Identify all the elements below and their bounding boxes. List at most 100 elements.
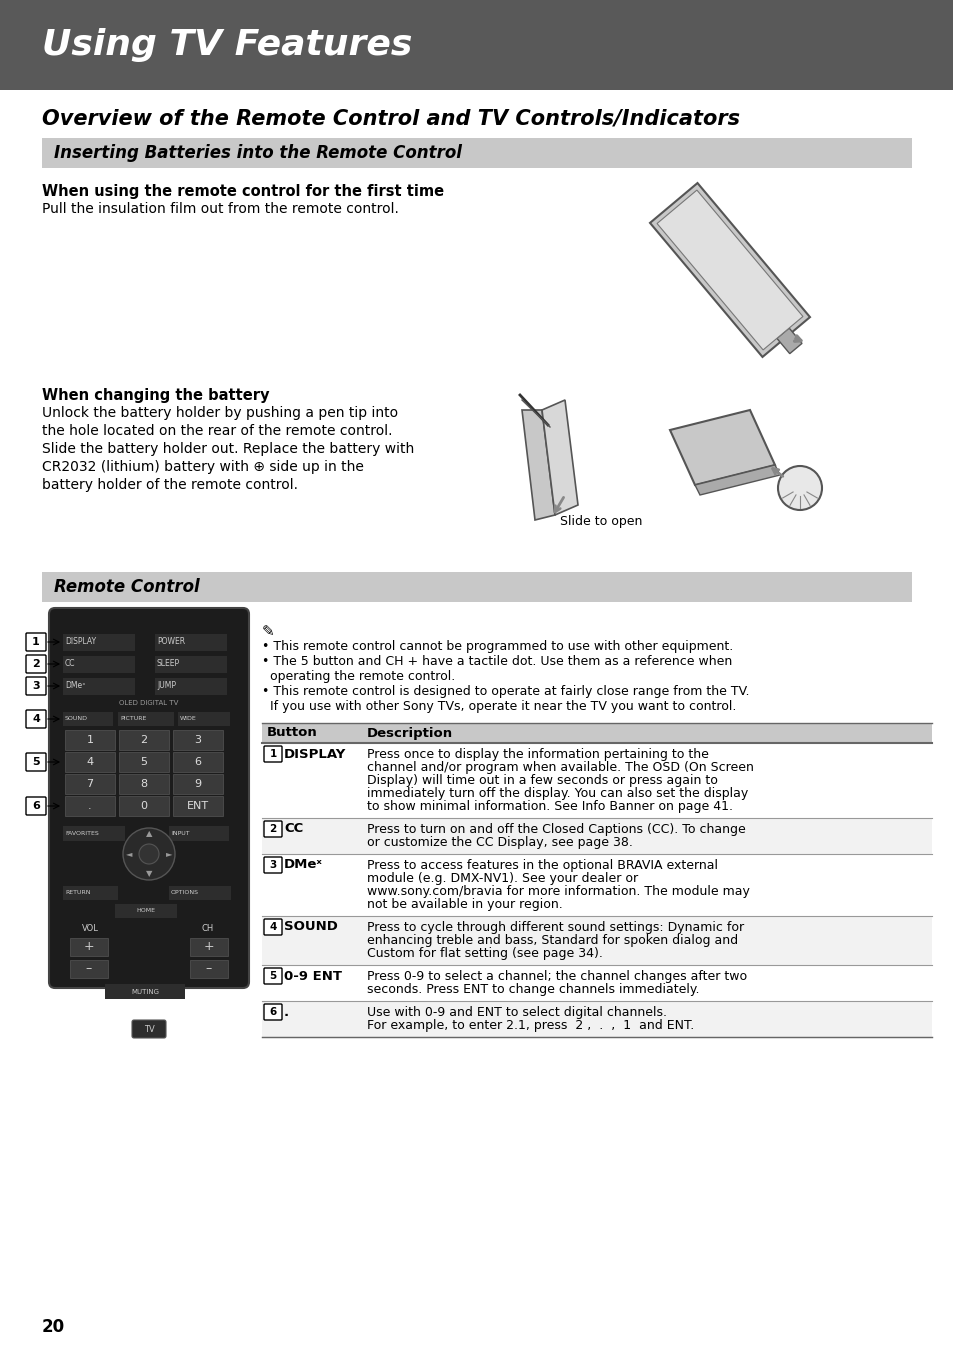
FancyBboxPatch shape <box>26 711 46 728</box>
Text: Remote Control: Remote Control <box>54 578 199 597</box>
FancyBboxPatch shape <box>264 919 282 936</box>
Text: DMeˣ: DMeˣ <box>65 682 86 690</box>
Circle shape <box>139 843 159 864</box>
Text: • The 5 button and CH + have a tactile dot. Use them as a reference when: • The 5 button and CH + have a tactile d… <box>262 655 732 669</box>
Text: channel and/or program when available. The OSD (On Screen: channel and/or program when available. T… <box>367 761 753 774</box>
Text: immediately turn off the display. You can also set the display: immediately turn off the display. You ca… <box>367 786 747 800</box>
Bar <box>190 938 228 956</box>
Text: Press once to display the information pertaining to the: Press once to display the information pe… <box>367 749 708 761</box>
Bar <box>63 826 125 841</box>
Text: ◄: ◄ <box>126 849 132 858</box>
Text: CR2032 (lithium) battery with ⊕ side up in the: CR2032 (lithium) battery with ⊕ side up … <box>42 460 363 475</box>
Text: 1: 1 <box>32 637 40 647</box>
Text: Slide to open: Slide to open <box>559 515 641 527</box>
Bar <box>262 723 931 743</box>
Text: 2: 2 <box>32 659 40 669</box>
Bar <box>118 712 173 725</box>
Text: 3: 3 <box>32 681 40 692</box>
Bar <box>262 854 931 917</box>
FancyBboxPatch shape <box>26 753 46 772</box>
Bar <box>63 656 135 673</box>
Text: 5: 5 <box>32 757 40 767</box>
Text: VOL: VOL <box>81 923 98 933</box>
Text: 5: 5 <box>140 757 148 767</box>
Bar <box>119 753 169 772</box>
Bar <box>70 938 108 956</box>
Text: If you use with other Sony TVs, operate it near the TV you want to control.: If you use with other Sony TVs, operate … <box>262 700 736 713</box>
FancyBboxPatch shape <box>49 607 249 989</box>
Text: battery holder of the remote control.: battery holder of the remote control. <box>42 479 297 492</box>
Polygon shape <box>669 410 774 485</box>
Text: 0: 0 <box>140 801 148 811</box>
Text: 2: 2 <box>140 735 148 744</box>
Text: 7: 7 <box>87 778 93 789</box>
Text: Use with 0-9 and ENT to select digital channels.: Use with 0-9 and ENT to select digital c… <box>367 1006 666 1018</box>
Text: Slide the battery holder out. Replace the battery with: Slide the battery holder out. Replace th… <box>42 442 414 456</box>
Text: 6: 6 <box>194 757 201 767</box>
Text: 8: 8 <box>140 778 148 789</box>
Text: • This remote control is designed to operate at fairly close range from the TV.: • This remote control is designed to ope… <box>262 685 749 698</box>
Bar <box>154 678 227 696</box>
FancyBboxPatch shape <box>26 677 46 696</box>
Bar <box>262 1001 931 1037</box>
FancyBboxPatch shape <box>26 655 46 673</box>
Circle shape <box>778 466 821 510</box>
Text: Display) will time out in a few seconds or press again to: Display) will time out in a few seconds … <box>367 774 717 786</box>
Text: DISPLAY: DISPLAY <box>65 637 96 647</box>
Text: INPUT: INPUT <box>171 831 190 837</box>
Bar <box>262 917 931 965</box>
Text: CC: CC <box>65 659 75 669</box>
Text: Using TV Features: Using TV Features <box>42 28 412 62</box>
Bar <box>172 796 223 816</box>
Bar <box>154 656 227 673</box>
Text: DISPLAY: DISPLAY <box>284 747 346 761</box>
Text: the hole located on the rear of the remote control.: the hole located on the rear of the remo… <box>42 424 392 438</box>
Bar <box>65 753 115 772</box>
Text: ►: ► <box>166 849 172 858</box>
Text: SLEEP: SLEEP <box>157 659 180 669</box>
Text: DMeˣ: DMeˣ <box>284 858 322 872</box>
Bar <box>65 730 115 750</box>
FancyBboxPatch shape <box>264 820 282 837</box>
Text: .: . <box>284 1006 289 1018</box>
Bar <box>0 0 953 89</box>
Text: +: + <box>204 941 214 953</box>
Text: CC: CC <box>284 823 303 835</box>
Text: operating the remote control.: operating the remote control. <box>262 670 455 683</box>
Bar <box>190 960 228 978</box>
Bar <box>63 712 112 725</box>
Text: –: – <box>86 963 92 975</box>
Text: Press to turn on and off the Closed Captions (CC). To change: Press to turn on and off the Closed Capt… <box>367 823 745 837</box>
Text: 6: 6 <box>269 1008 276 1017</box>
Text: not be available in your region.: not be available in your region. <box>367 898 562 911</box>
Text: PICTURE: PICTURE <box>120 716 146 721</box>
Text: 1: 1 <box>269 749 276 759</box>
FancyBboxPatch shape <box>26 633 46 651</box>
Text: Pull the insulation film out from the remote control.: Pull the insulation film out from the re… <box>42 202 398 216</box>
Text: SOUND: SOUND <box>284 921 337 933</box>
Text: RETURN: RETURN <box>65 891 91 895</box>
Text: 3: 3 <box>269 860 276 871</box>
Text: MUTING: MUTING <box>131 989 159 994</box>
FancyBboxPatch shape <box>264 1003 282 1020</box>
Text: POWER: POWER <box>157 637 185 647</box>
Text: OLED DIGITAL TV: OLED DIGITAL TV <box>119 700 178 706</box>
Text: Unlock the battery holder by pushing a pen tip into: Unlock the battery holder by pushing a p… <box>42 405 397 420</box>
Text: Inserting Batteries into the Remote Control: Inserting Batteries into the Remote Cont… <box>54 144 461 161</box>
Text: HOME: HOME <box>136 909 155 914</box>
Polygon shape <box>776 328 801 354</box>
Polygon shape <box>649 183 809 357</box>
Text: www.sony.com/bravia for more information. The module may: www.sony.com/bravia for more information… <box>367 885 749 898</box>
Text: –: – <box>206 963 212 975</box>
Text: Button: Button <box>267 727 317 739</box>
Polygon shape <box>695 465 780 495</box>
Bar <box>169 826 229 841</box>
Bar <box>262 743 931 818</box>
Text: FAVORITES: FAVORITES <box>65 831 99 837</box>
Polygon shape <box>657 190 802 350</box>
Bar <box>154 635 227 651</box>
Text: For example, to enter 2.1, press  2 ,  .  ,  1  and ENT.: For example, to enter 2.1, press 2 , . ,… <box>367 1018 694 1032</box>
Text: 4: 4 <box>87 757 93 767</box>
Bar <box>70 960 108 978</box>
Bar <box>119 730 169 750</box>
